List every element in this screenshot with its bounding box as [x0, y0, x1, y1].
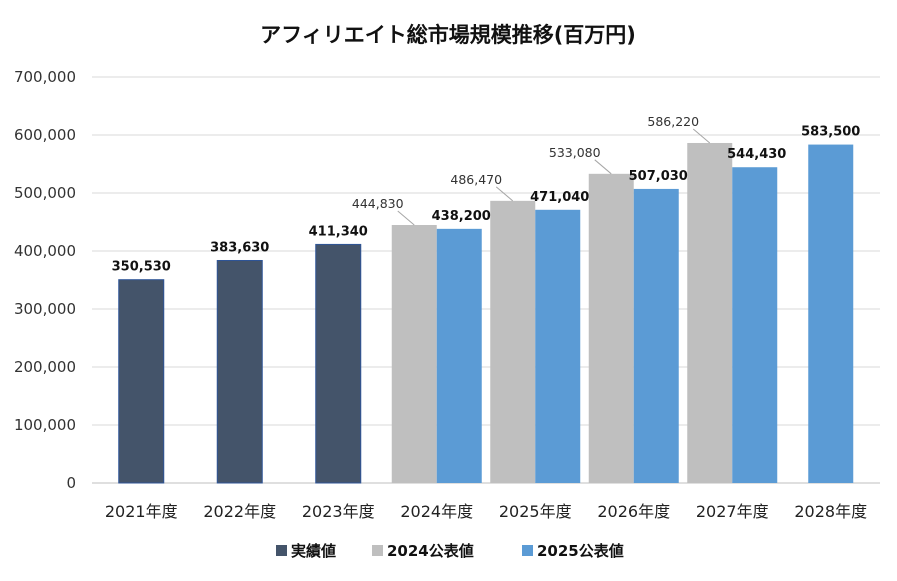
legend-label: 2025公表値 — [537, 542, 624, 560]
y-tick-label: 0 — [66, 474, 76, 492]
label-leader-line — [397, 210, 415, 226]
data-labels: 350,530 383,630 411,340 444,830 438,200 486,4… — [112, 114, 861, 275]
bar — [490, 200, 536, 483]
data-label: 533,080 — [549, 145, 601, 160]
legend-label: 実績値 — [291, 542, 336, 560]
y-tick-label: 700,000 — [14, 68, 76, 86]
bar — [687, 142, 733, 483]
data-label: 507,030 — [629, 169, 688, 184]
x-tick-label: 2024年度 — [400, 502, 473, 521]
x-tick-label: 2023年度 — [302, 502, 375, 521]
x-tick-label: 2028年度 — [794, 502, 867, 521]
y-tick-label: 100,000 — [14, 416, 76, 434]
data-label: 444,830 — [352, 196, 404, 211]
legend-label: 2024公表値 — [387, 542, 474, 560]
x-tick-label: 2021年度 — [105, 502, 178, 521]
bar — [391, 224, 437, 483]
chart-title: アフィリエイト総市場規模推移(百万円) — [260, 23, 636, 47]
bars — [118, 142, 854, 484]
y-tick-label: 400,000 — [14, 242, 76, 260]
data-label: 544,430 — [727, 147, 786, 162]
label-leader-line — [692, 128, 711, 144]
bar — [436, 228, 482, 483]
bar — [535, 209, 581, 483]
bar — [216, 259, 263, 484]
x-axis-ticks: 2021年度 2022年度 2023年度 2024年度 2025年度 2026年度 2027… — [105, 502, 867, 521]
y-tick-label: 600,000 — [14, 126, 76, 144]
label-leader-line — [594, 159, 612, 175]
data-label: 350,530 — [112, 260, 171, 275]
bar — [808, 144, 854, 483]
data-label: 471,040 — [530, 190, 589, 205]
y-tick-label: 300,000 — [14, 300, 76, 318]
bar — [633, 188, 679, 483]
data-label: 586,220 — [647, 114, 699, 129]
legend-swatch — [372, 545, 383, 556]
bar — [315, 243, 362, 484]
legend-swatch — [276, 545, 287, 556]
bar — [732, 167, 778, 484]
data-label: 411,340 — [309, 224, 368, 239]
label-leader-line — [495, 186, 514, 202]
y-tick-label: 200,000 — [14, 358, 76, 376]
x-tick-label: 2026年度 — [597, 502, 670, 521]
y-tick-label: 500,000 — [14, 184, 76, 202]
x-tick-label: 2025年度 — [499, 502, 572, 521]
y-axis-ticks: 0 100,000 200,000 300,000 400,000 500,000 600,… — [14, 68, 76, 492]
legend: 実績値 2024公表値 2025公表値 — [276, 542, 624, 560]
x-tick-label: 2027年度 — [696, 502, 769, 521]
data-label: 438,200 — [432, 209, 491, 224]
legend-swatch — [522, 545, 533, 556]
x-tick-label: 2022年度 — [203, 502, 276, 521]
bar — [118, 279, 165, 484]
data-label: 583,500 — [801, 125, 860, 140]
bar — [588, 173, 634, 483]
data-label: 383,630 — [210, 240, 269, 255]
data-label: 486,470 — [450, 172, 502, 187]
